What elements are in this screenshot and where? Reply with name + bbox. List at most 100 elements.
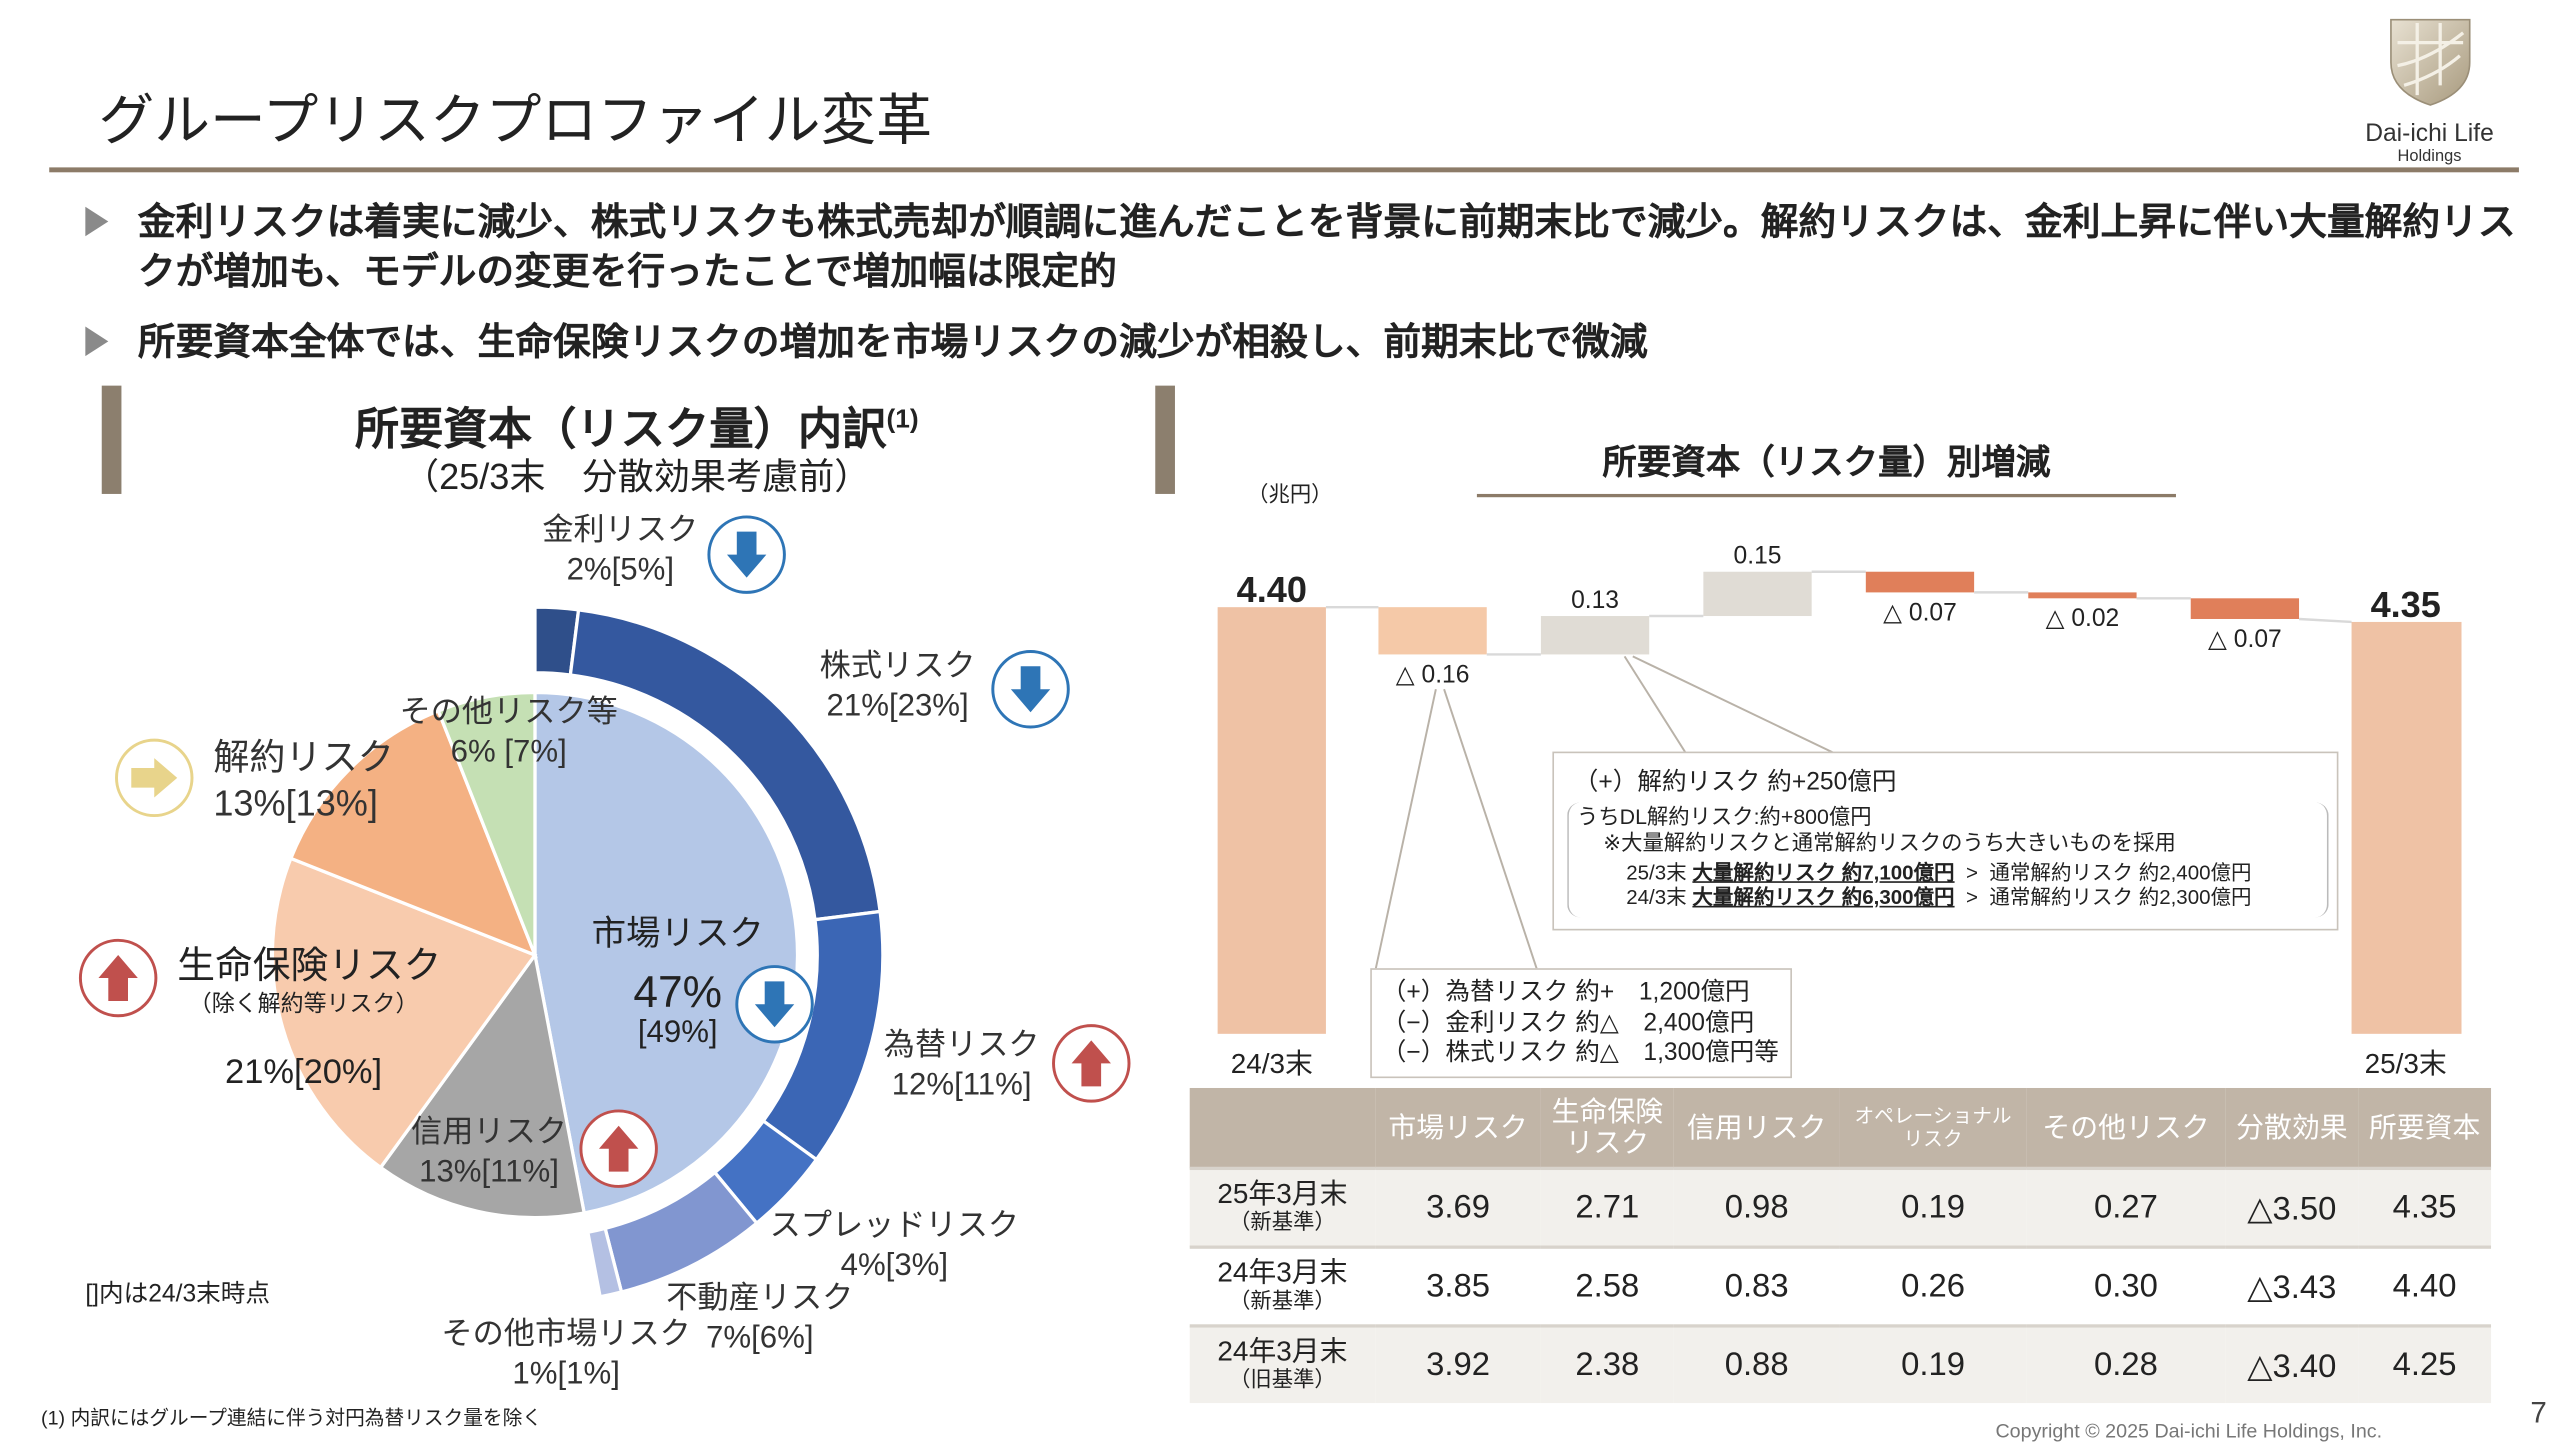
shield-logo-icon	[2389, 18, 2470, 106]
table-cell: 0.28	[2026, 1324, 2226, 1404]
label-market-risk-pct: 47%	[633, 967, 723, 1017]
company-logo: Dai-ichi Life Holdings	[2327, 13, 2532, 166]
table-cell: 0.88	[1673, 1324, 1840, 1404]
step-value-label: 0.13	[1571, 587, 1619, 614]
page-title: グループリスクプロファイル変革	[98, 90, 933, 153]
table-row: 24年3月末 （旧基準） 3.92 2.38 0.88 0.19 0.28 △3.40 4.25	[1189, 1324, 2492, 1404]
waterfall-end-bar	[2351, 621, 2462, 1034]
bullet-2: 所要資本全体では、生命保険リスクの増加を市場リスクの減少が相殺し、前期末比で微減	[85, 317, 2530, 366]
col-header: 信用リスク	[1673, 1087, 1840, 1169]
pie-slice	[378, 951, 587, 1220]
col-header: 所要資本	[2358, 1087, 2492, 1169]
end-category-label: 25/3末	[2365, 1048, 2447, 1079]
table-cell: 3.85	[1375, 1245, 1542, 1326]
table-cell: 0.26	[1839, 1245, 2027, 1326]
row-label: 24年3月末 （新基準）	[1189, 1245, 1376, 1326]
callout-line	[1443, 688, 1539, 972]
table-cell: 0.27	[2026, 1166, 2226, 1248]
table-cell: 2.71	[1541, 1166, 1674, 1248]
logo-sub: Holdings	[2397, 147, 2462, 166]
callout-line	[1632, 655, 1839, 756]
waterfall-step-bar	[2028, 592, 2137, 599]
left-panel-title: 所要資本（リスク量）内訳(1)	[355, 393, 919, 457]
callout-line	[1623, 655, 1688, 756]
col-header: 生命保険 リスク	[1541, 1087, 1674, 1169]
label-life-risk-pct: 21%[20%]	[225, 1053, 383, 1092]
label-market-risk: 市場リスク	[591, 915, 764, 954]
step-value-label: 0.15	[1734, 543, 1782, 570]
label-life-risk: 生命保険リスク	[177, 943, 442, 987]
callout-line2: ※大量解約リスクと通常解約リスクのうち大きいものを採用	[1603, 830, 2176, 855]
table-cell: △3.50	[2225, 1166, 2359, 1248]
step-value-label: △ 0.07	[2208, 626, 2282, 653]
callout-line: （−）金利リスク 約△ 2,400億円	[1381, 1008, 1755, 1037]
start-category-label: 24/3末	[1231, 1048, 1313, 1079]
page-number: 7	[2530, 1396, 2547, 1430]
left-panel-subtitle: （25/3末 分散効果考慮前）	[403, 456, 871, 498]
callout-line	[1374, 689, 1437, 972]
triangle-bullet-icon	[85, 206, 109, 237]
row-label: 25年3月末 （新基準）	[1189, 1166, 1376, 1248]
trend-up-arrow-icon	[78, 938, 158, 1018]
pie-slice	[270, 856, 538, 1170]
bracket	[1567, 802, 2329, 918]
footnote-ref: (1)	[886, 406, 919, 435]
waterfall-step-bar	[1378, 607, 1487, 655]
table-header: 市場リスク 生命保険 リスク 信用リスク オペレーショナル リスク その他リスク 分…	[1189, 1087, 2492, 1169]
table-cell: 4.25	[2358, 1324, 2492, 1404]
right-panel-title: 所要資本（リスク量）別増減	[1602, 444, 2051, 483]
label-interest-risk: 金利リスク 2%[5%]	[542, 513, 699, 588]
waterfall-start-bar	[1217, 607, 1326, 1034]
col-header: 市場リスク	[1375, 1087, 1542, 1169]
callout-row: 25/3末 大量解約リスク 約7,100億円 > 通常解約リスク 約2,400億…	[1626, 861, 2252, 885]
table-cell: 0.83	[1673, 1245, 1840, 1326]
logo-name: Dai-ichi Life	[2365, 119, 2494, 148]
label-real-estate-risk: 不動産リスク 7%[6%]	[666, 1281, 854, 1356]
table-cell: 0.98	[1673, 1166, 1840, 1248]
table-row: 25年3月末 （新基準） 3.69 2.71 0.98 0.19 0.27 △3.50 4.35	[1189, 1166, 2492, 1248]
table-cell: △3.40	[2225, 1324, 2359, 1404]
label-other-risk: その他リスク等 6% [7%]	[399, 695, 618, 770]
table-cell: △3.43	[2225, 1245, 2359, 1326]
step-value-label: △ 0.16	[1396, 661, 1470, 688]
trend-down-arrow-icon	[991, 650, 1070, 729]
table-cell: 0.30	[2026, 1245, 2226, 1326]
end-value-label: 4.35	[2371, 584, 2441, 625]
label-market-risk-prev: [49%]	[637, 1015, 718, 1051]
title-underline	[1476, 493, 2176, 498]
ring-segment	[585, 1226, 624, 1299]
callout-row: 24/3末 大量解約リスク 約6,300億円 > 通常解約リスク 約2,300億…	[1626, 886, 2252, 910]
triangle-bullet-icon	[85, 326, 109, 357]
callout-line: （+）為替リスク 約+ 1,200億円	[1381, 978, 1750, 1006]
waterfall-chart: 4.40 24/3末 △ 0.16 0.13 0.15 △ 0.07 △ 0.02 △ 0.0…	[1217, 543, 2462, 1079]
table-cell: 3.69	[1375, 1166, 1542, 1248]
connector-line	[2298, 617, 2352, 624]
table-cell: 2.58	[1541, 1245, 1674, 1326]
bullet-1: 金利リスクは着実に減少、株式リスクも株式売却が順調に進んだことを背景に前期末比で…	[85, 197, 2530, 295]
waterfall-step-bar	[1865, 571, 1975, 593]
col-header: 分散効果	[2225, 1087, 2359, 1169]
pie-slice	[288, 708, 538, 958]
trend-up-arrow-icon	[579, 1109, 658, 1188]
label-life-risk-sub: （除く解約等リスク）	[188, 989, 419, 1016]
section-marker	[1155, 385, 1175, 494]
label-equity-risk: 株式リスク 21%[23%]	[819, 649, 976, 724]
risk-composition-pie	[78, 515, 1131, 1299]
trend-down-arrow-icon	[735, 965, 814, 1044]
waterfall-step-bar	[1703, 571, 1812, 617]
row-label: 24年3月末 （旧基準）	[1189, 1324, 1376, 1404]
unit-label: （兆円）	[1247, 481, 1333, 507]
table-cell: 4.35	[2358, 1166, 2492, 1248]
table-row: 24年3月末 （新基準） 3.85 2.58 0.83 0.26 0.30 △3.43 4.40	[1189, 1245, 2492, 1326]
col-header: オペレーショナル リスク	[1839, 1087, 2027, 1169]
left-title-text: 所要資本（リスク量）内訳	[354, 404, 887, 454]
callout-line1: うちDL解約リスク:約+800億円	[1577, 804, 1872, 829]
section-marker	[101, 385, 122, 494]
pie-slice	[533, 690, 800, 1215]
label-other-market-risk: その他市場リスク 1%[1%]	[441, 1317, 691, 1392]
table-cell: 0.19	[1839, 1166, 2027, 1248]
label-fx-risk: 為替リスク 12%[11%]	[883, 1028, 1040, 1103]
trend-up-arrow-icon	[1052, 1024, 1131, 1103]
surrender-risk-callout: （+）解約リスク 約+250億円 うちDL解約リスク:約+800億円 ※大量解約…	[1552, 751, 2339, 931]
